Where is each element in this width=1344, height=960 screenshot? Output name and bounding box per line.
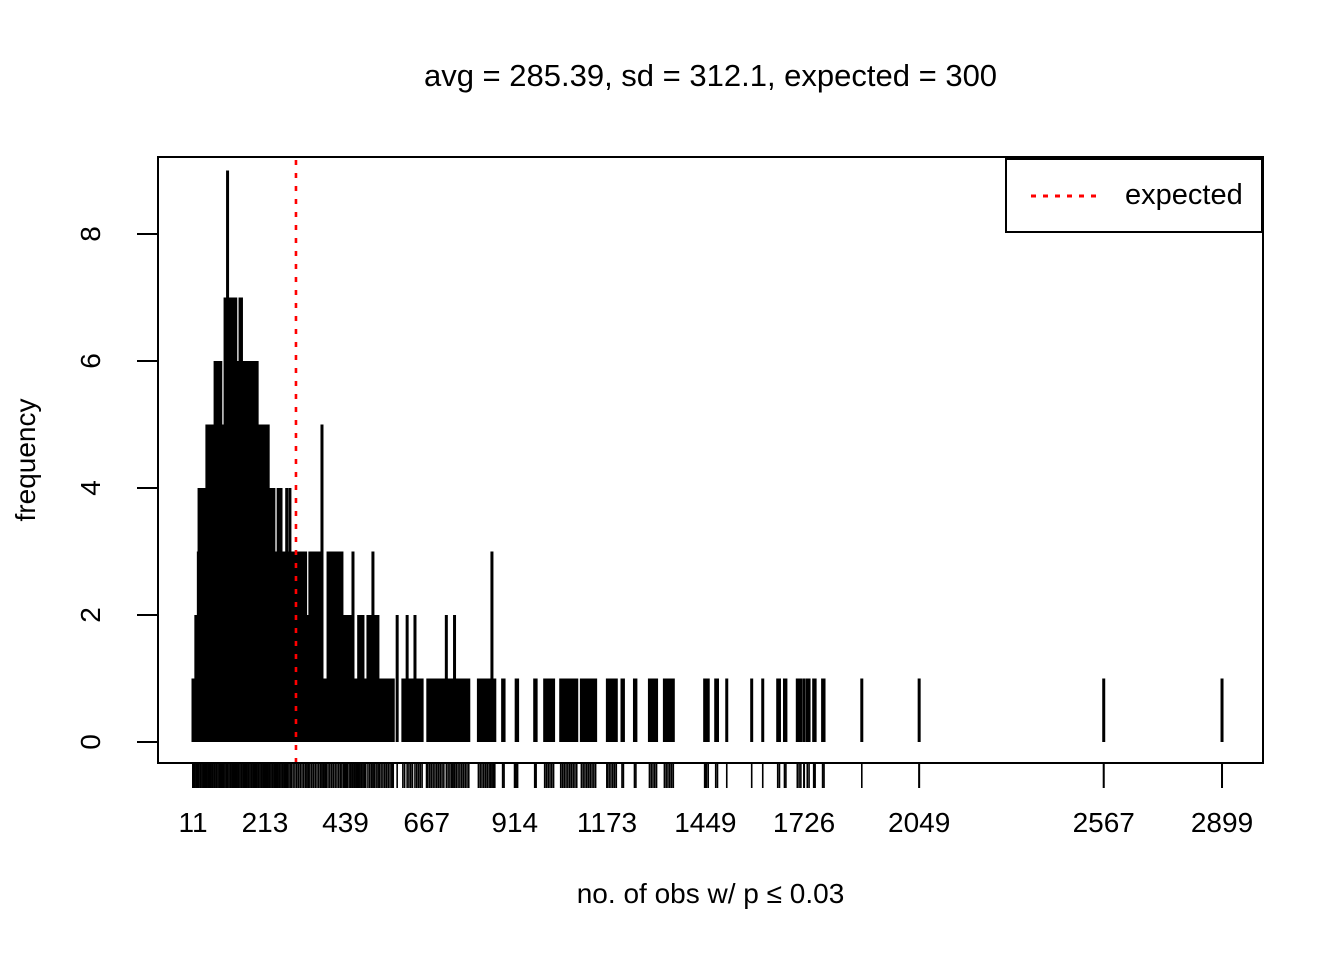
x-tick-label: 439 bbox=[322, 807, 369, 838]
x-tick-label: 1449 bbox=[674, 807, 736, 838]
y-tick-label: 0 bbox=[75, 734, 106, 750]
y-tick-label: 8 bbox=[75, 226, 106, 242]
plot-box bbox=[157, 156, 1264, 764]
y-tick-label: 2 bbox=[75, 607, 106, 623]
x-tick-label: 1173 bbox=[577, 807, 637, 838]
y-tick-label: 4 bbox=[75, 480, 106, 496]
x-tick-label: 2899 bbox=[1191, 807, 1253, 838]
x-tick-label: 1726 bbox=[773, 807, 835, 838]
legend: expected bbox=[1005, 158, 1263, 233]
y-tick-label: 6 bbox=[75, 353, 106, 369]
x-axis-label: no. of obs w/ p ≤ 0.03 bbox=[576, 878, 845, 909]
legend-line-sample bbox=[1031, 194, 1099, 197]
x-tick-label: 11 bbox=[178, 807, 207, 838]
x-tick-label: 667 bbox=[403, 807, 450, 838]
x-tick-label: 914 bbox=[491, 807, 538, 838]
x-tick-label: 213 bbox=[242, 807, 289, 838]
legend-entry-label: expected bbox=[1125, 179, 1243, 211]
chart-title: avg = 285.39, sd = 312.1, expected = 300 bbox=[423, 58, 998, 93]
x-tick-label: 2567 bbox=[1073, 807, 1135, 838]
x-tick-label: 2049 bbox=[888, 807, 950, 838]
